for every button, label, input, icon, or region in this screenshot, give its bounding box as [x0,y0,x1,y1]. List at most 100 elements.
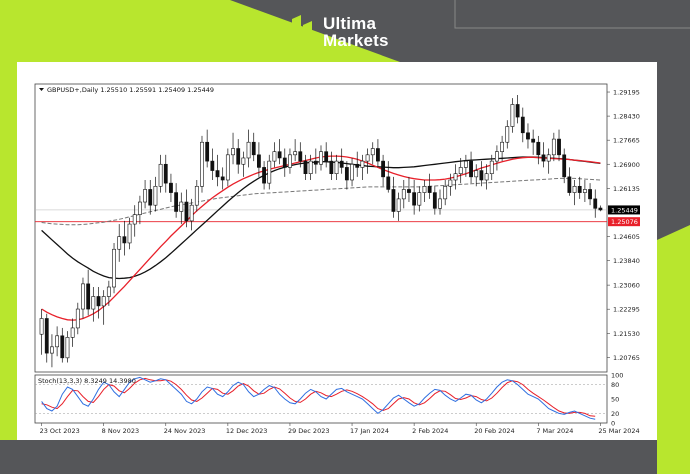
candle-body [122,236,127,244]
candle-body [567,176,572,193]
candle-body [267,160,272,184]
candle-body [205,141,210,162]
candle-body [572,185,577,193]
candle-body [117,236,122,250]
candle-body [132,214,137,225]
stoch-y-tick-label: 80 [611,381,619,389]
candle-body [210,160,215,171]
candle-body [44,318,49,354]
y-tick-label: 1.20765 [613,354,640,362]
candle-body [551,138,556,156]
candle-body [417,192,422,206]
candle-body [75,308,80,329]
candle-body [241,157,246,165]
candle-body [137,201,142,215]
x-tick-label: 24 Nov 2023 [164,427,206,435]
candle-body [443,185,448,200]
candlestick-chart[interactable]: GBPUSD+,Daily 1.25510 1.25591 1.25409 1.… [17,62,657,440]
candle-body [495,151,499,162]
candle-body [60,335,65,359]
candle-body [329,160,334,175]
candle-body [557,138,561,156]
candle-body [381,160,385,178]
candle-body [184,201,189,222]
y-tick-label: 1.29195 [613,89,640,97]
y-tick-label: 1.22295 [613,306,640,314]
candle-body [500,141,505,152]
y-tick-label: 1.28430 [613,113,640,121]
y-tick-label: 1.21530 [613,330,640,338]
candle-body [174,192,179,212]
stoch-y-tick-label: 0 [611,420,615,428]
candle-body [598,207,603,211]
candle-body [489,160,494,175]
candle-body [505,126,510,143]
candle-body [65,337,70,359]
candle-body [293,151,298,156]
ma-gray-dashed-line [41,177,601,226]
y-tick-label: 1.23060 [613,282,640,290]
candle-body [231,148,235,156]
x-tick-label: 23 Oct 2023 [40,427,80,435]
candle-body [179,201,184,212]
candle-body [215,170,220,178]
candle-body [588,189,592,200]
candle-body [194,185,199,206]
candle-body [432,192,437,209]
candle-body [313,160,318,165]
candle-body [282,157,287,168]
candle-body [262,167,266,184]
candle-body [479,170,484,181]
chart-title: GBPUSD+,Daily 1.25510 1.25591 1.25409 1.… [47,86,214,94]
support-price-label: 1.25076 [611,218,638,226]
candle-body [510,104,515,127]
candle-body [401,189,406,200]
dropdown-triangle-icon [39,88,44,91]
candle-body [339,160,344,168]
candle-body [143,189,147,203]
candle-body [412,192,417,206]
stoch-y-tick-label: 50 [611,396,619,404]
candle-body [469,160,473,178]
candle-body [81,283,85,310]
candle-body [70,327,75,338]
brand-name-line1: Ultima [323,14,377,33]
candle-body [484,173,489,181]
green-strip-right [657,225,690,474]
candle-body [251,141,256,156]
candle-body [86,283,91,310]
brand-logo: Ultima Markets [292,14,389,50]
candle-body [370,148,375,156]
candle-body [91,296,96,310]
support-price-tag [608,217,640,227]
candle-body [526,132,530,140]
candle-body [546,154,551,162]
candle-body [169,182,173,193]
green-strip-left [0,62,17,440]
candle-body [158,163,163,187]
candle-body [536,141,541,156]
x-tick-label: 20 Feb 2024 [474,427,514,435]
candle-body [515,104,520,118]
candle-body [391,189,396,212]
candle-body [365,154,370,162]
current-price-label: 1.25449 [611,206,638,214]
candle-body [474,170,479,178]
candle-body [355,163,360,168]
candle-body [386,176,391,190]
candle-body [360,160,365,168]
candle-body [453,173,458,181]
candle-body [531,138,536,143]
candle-body [225,154,230,181]
stoch-k-line [41,376,596,420]
candle-body [298,151,303,162]
candle-body [350,163,354,181]
candle-body [153,185,158,206]
x-tick-label: 2 Feb 2024 [412,427,448,435]
candle-body [189,204,194,222]
candle-body [50,346,54,354]
candle-body [127,223,132,244]
y-tick-label: 1.26900 [613,161,640,169]
candle-body [272,151,277,162]
x-tick-label: 8 Nov 2023 [102,427,139,435]
